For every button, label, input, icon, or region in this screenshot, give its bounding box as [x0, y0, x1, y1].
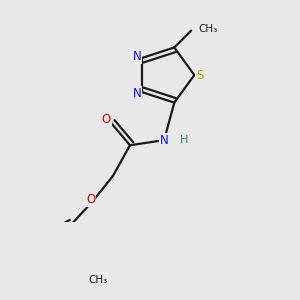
- Text: N: N: [160, 134, 169, 147]
- Text: CH₃: CH₃: [199, 24, 218, 34]
- Text: N: N: [132, 50, 141, 63]
- Text: CH₃: CH₃: [88, 275, 108, 285]
- Text: O: O: [101, 113, 111, 126]
- Text: O: O: [86, 193, 95, 206]
- Text: S: S: [196, 68, 203, 82]
- Text: N: N: [132, 87, 141, 100]
- Text: H: H: [179, 135, 188, 145]
